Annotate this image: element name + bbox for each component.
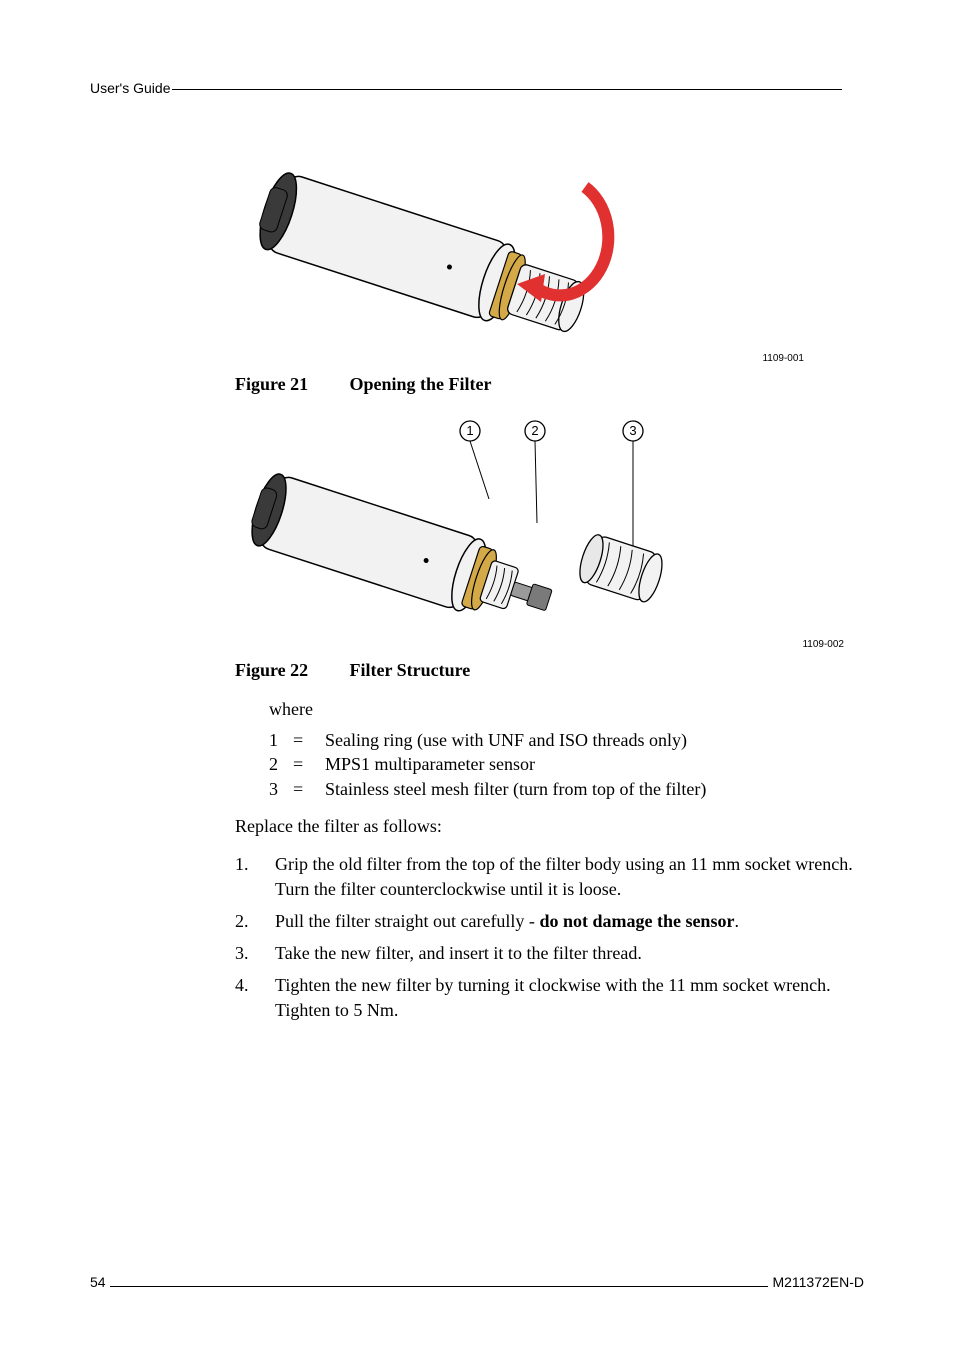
legend-eq: = [293, 777, 325, 801]
figure-21-illustration [235, 132, 665, 357]
figure-21-number: Figure 21 [235, 374, 345, 395]
step-number: 1. [235, 852, 275, 901]
figure-22-number: Figure 22 [235, 660, 345, 681]
legend-eq: = [293, 752, 325, 776]
figure-22-id: 1109-002 [235, 639, 864, 650]
step-number: 3. [235, 941, 275, 965]
step-text: Grip the old filter from the top of the … [275, 852, 864, 901]
figure-21-caption: Figure 21 Opening the Filter [235, 374, 864, 395]
legend-row: 3 = Stainless steel mesh filter (turn fr… [269, 777, 864, 801]
legend-row: 2 = MPS1 multiparameter sensor [269, 752, 864, 776]
header-left-text: User's Guide [90, 80, 170, 96]
step-number: 4. [235, 973, 275, 1022]
figure-22-caption: Figure 22 Filter Structure [235, 660, 864, 681]
steps-list: 1. Grip the old filter from the top of t… [235, 852, 864, 1022]
legend-text: Sealing ring (use with UNF and ISO threa… [325, 728, 864, 752]
page-footer: 54 M211372EN-D [90, 1274, 864, 1290]
step-text: Take the new filter, and insert it to th… [275, 941, 864, 965]
step-text: Pull the filter straight out carefully -… [275, 909, 864, 933]
page-header: User's Guide [90, 80, 864, 96]
figure-21: 1109-001 Figure 21 Opening the Filter [235, 132, 864, 395]
figure-21-id: 1109-001 [235, 353, 864, 364]
legend-num: 1 [269, 728, 293, 752]
legend-block: where 1 = Sealing ring (use with UNF and… [269, 699, 864, 801]
step-number: 2. [235, 909, 275, 933]
step-text: Tighten the new filter by turning it clo… [275, 973, 864, 1022]
svg-text:3: 3 [629, 423, 636, 438]
step-item: 4. Tighten the new filter by turning it … [235, 973, 864, 1022]
svg-text:1: 1 [466, 423, 473, 438]
step-item: 3. Take the new filter, and insert it to… [235, 941, 864, 965]
footer-doc-id: M211372EN-D [772, 1274, 864, 1290]
legend-num: 3 [269, 777, 293, 801]
legend-where-label: where [269, 699, 864, 720]
svg-text:2: 2 [531, 423, 538, 438]
step-item: 1. Grip the old filter from the top of t… [235, 852, 864, 901]
legend-row: 1 = Sealing ring (use with UNF and ISO t… [269, 728, 864, 752]
replace-paragraph: Replace the filter as follows: [235, 815, 864, 838]
legend-eq: = [293, 728, 325, 752]
figure-22-illustration: 1 2 3 [235, 413, 705, 643]
legend-num: 2 [269, 752, 293, 776]
figure-22-title: Filter Structure [350, 660, 471, 680]
legend-text: Stainless steel mesh filter (turn from t… [325, 777, 864, 801]
legend-text: MPS1 multiparameter sensor [325, 752, 864, 776]
figure-21-title: Opening the Filter [350, 374, 492, 394]
figure-22: 1 2 3 [235, 413, 864, 681]
footer-page-number: 54 [90, 1274, 106, 1290]
step-item: 2. Pull the filter straight out carefull… [235, 909, 864, 933]
